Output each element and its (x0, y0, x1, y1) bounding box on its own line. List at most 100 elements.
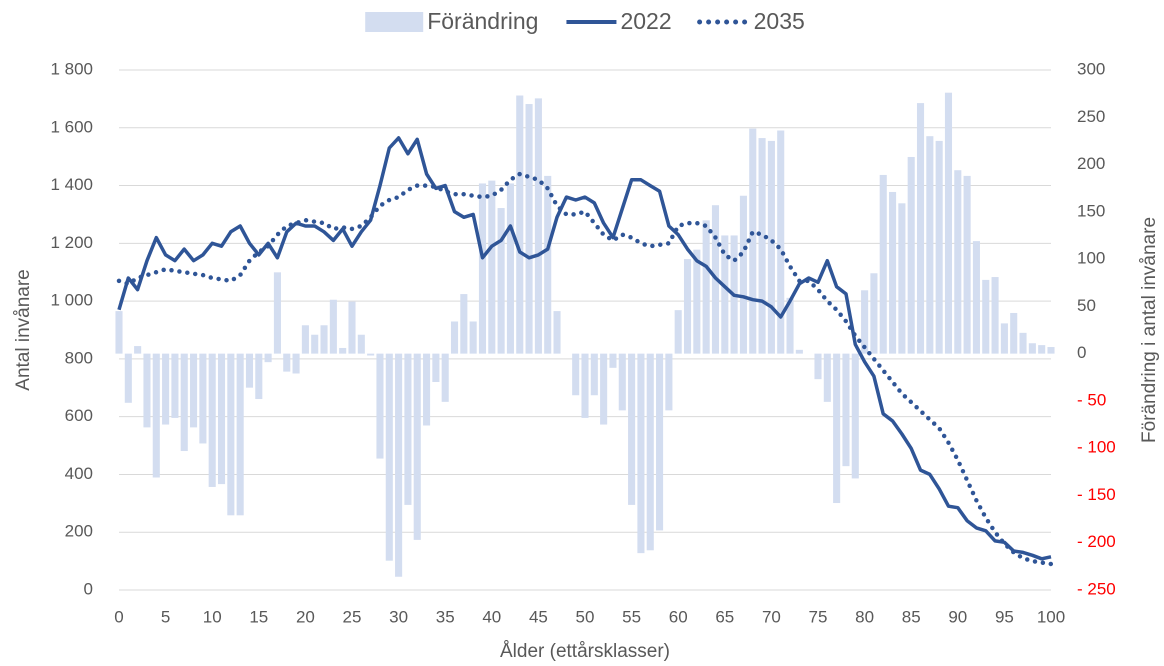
x-tick-label: 80 (855, 607, 874, 626)
bar (162, 353, 170, 425)
bar (357, 334, 365, 354)
x-tick-label: 100 (1037, 607, 1065, 626)
y2-tick-label: 100 (1077, 249, 1105, 268)
x-tick-label: 25 (343, 607, 362, 626)
bar (972, 241, 980, 354)
bar (572, 353, 580, 396)
bar (385, 353, 393, 561)
x-tick-label: 65 (715, 607, 734, 626)
x-tick-label: 0 (114, 607, 123, 626)
y-tick-label: 400 (65, 464, 93, 483)
bar (283, 353, 291, 372)
bar (143, 353, 151, 428)
bar (320, 325, 328, 354)
x-tick-label: 15 (249, 607, 268, 626)
bar (273, 272, 281, 354)
bar (991, 277, 999, 354)
bar (441, 353, 449, 402)
bar (423, 353, 431, 426)
bar (124, 353, 132, 403)
line-series (117, 136, 1052, 561)
bar (367, 353, 375, 356)
bar (842, 353, 850, 467)
bar (683, 259, 692, 354)
bar (795, 349, 803, 354)
bar (674, 310, 682, 354)
bar (814, 353, 822, 380)
x-tick-label: 85 (902, 607, 921, 626)
bar (926, 136, 934, 354)
bar (721, 235, 729, 354)
x-tick-label: 40 (482, 607, 501, 626)
x-tick-label: 60 (669, 607, 688, 626)
bar (134, 346, 142, 354)
y-tick-label: 1 000 (50, 291, 93, 310)
bar (478, 183, 487, 354)
bar (469, 321, 477, 354)
x-axis-title: Ålder (ettårsklasser) (500, 641, 670, 662)
bar (590, 353, 598, 396)
x-tick-label: 35 (436, 607, 455, 626)
x-tick-label: 5 (161, 607, 170, 626)
x-tick-label: 45 (529, 607, 548, 626)
bar (413, 353, 421, 540)
bar (889, 191, 897, 354)
bar (553, 311, 561, 354)
bar (600, 353, 608, 425)
bar (217, 353, 226, 485)
bar (376, 353, 384, 459)
y2-tick-label: - 250 (1077, 579, 1116, 598)
bar (1038, 345, 1046, 354)
bar (544, 175, 552, 354)
bar (190, 353, 198, 428)
bar (739, 195, 747, 354)
x-tick-label: 30 (389, 607, 408, 626)
y2-tick-label: - 150 (1077, 485, 1116, 504)
y-tick-label: 800 (65, 348, 93, 367)
bar (954, 170, 962, 354)
bar (916, 103, 925, 354)
bar (767, 140, 775, 354)
bar (879, 174, 887, 354)
y2-tick-label: - 100 (1077, 438, 1116, 457)
lines (116, 136, 1054, 567)
y2-tick-label: 200 (1077, 154, 1105, 173)
bar (665, 353, 673, 411)
bar (851, 353, 859, 479)
y-tick-label: 1 200 (50, 233, 93, 252)
bar (1047, 347, 1055, 354)
bar (348, 301, 356, 354)
bar (618, 353, 626, 411)
bar (236, 353, 244, 516)
legend-label: 2035 (754, 8, 805, 34)
bar (581, 353, 589, 418)
bar (292, 353, 300, 374)
bar (777, 130, 785, 354)
bar (432, 353, 440, 382)
bar (609, 353, 617, 368)
bar (208, 353, 216, 487)
x-tick-label: 95 (995, 607, 1014, 626)
bar (1028, 343, 1036, 354)
bar (497, 208, 505, 354)
bar (963, 175, 971, 354)
bar (656, 353, 664, 531)
bar (301, 325, 309, 354)
x-tick-label: 55 (622, 607, 641, 626)
bar (833, 353, 841, 504)
y2-tick-label: - 200 (1077, 532, 1116, 551)
bar (329, 299, 337, 354)
bar (311, 334, 319, 354)
y-tick-label: 1 600 (50, 117, 93, 136)
bar (255, 353, 263, 400)
y-tick-label: 0 (84, 579, 93, 598)
y-tick-label: 1 400 (50, 175, 93, 194)
bar (180, 353, 188, 452)
bar (1010, 312, 1018, 354)
y-tick-label: 1 800 (50, 59, 93, 78)
bar (944, 92, 953, 354)
line-series (116, 171, 1054, 567)
bar (907, 156, 915, 354)
bar (702, 220, 710, 354)
bars (115, 92, 1055, 577)
